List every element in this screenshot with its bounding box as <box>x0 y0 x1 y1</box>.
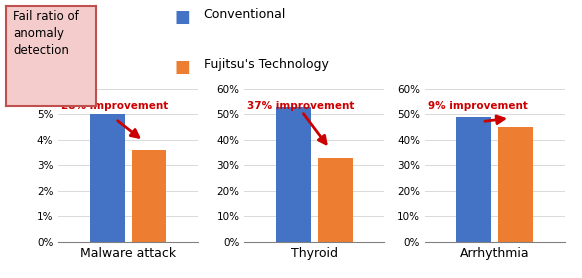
Text: 28% improvement: 28% improvement <box>61 101 168 111</box>
Text: Fail ratio of
anomaly
detection: Fail ratio of anomaly detection <box>13 9 79 56</box>
Bar <box>276 107 311 242</box>
X-axis label: Thyroid: Thyroid <box>291 247 338 260</box>
X-axis label: Arrhythmia: Arrhythmia <box>460 247 530 260</box>
Bar <box>318 158 353 242</box>
Text: ■: ■ <box>175 8 190 26</box>
Bar <box>132 150 166 242</box>
Text: Fujitsu's Technology: Fujitsu's Technology <box>204 58 329 71</box>
X-axis label: Malware attack: Malware attack <box>80 247 176 260</box>
Bar <box>498 127 533 242</box>
Text: 9% improvement: 9% improvement <box>428 101 527 111</box>
Text: 37% improvement: 37% improvement <box>247 101 354 111</box>
Text: Conventional: Conventional <box>204 8 286 21</box>
Bar <box>90 115 125 242</box>
Text: ■: ■ <box>175 58 190 76</box>
Bar <box>456 117 491 242</box>
